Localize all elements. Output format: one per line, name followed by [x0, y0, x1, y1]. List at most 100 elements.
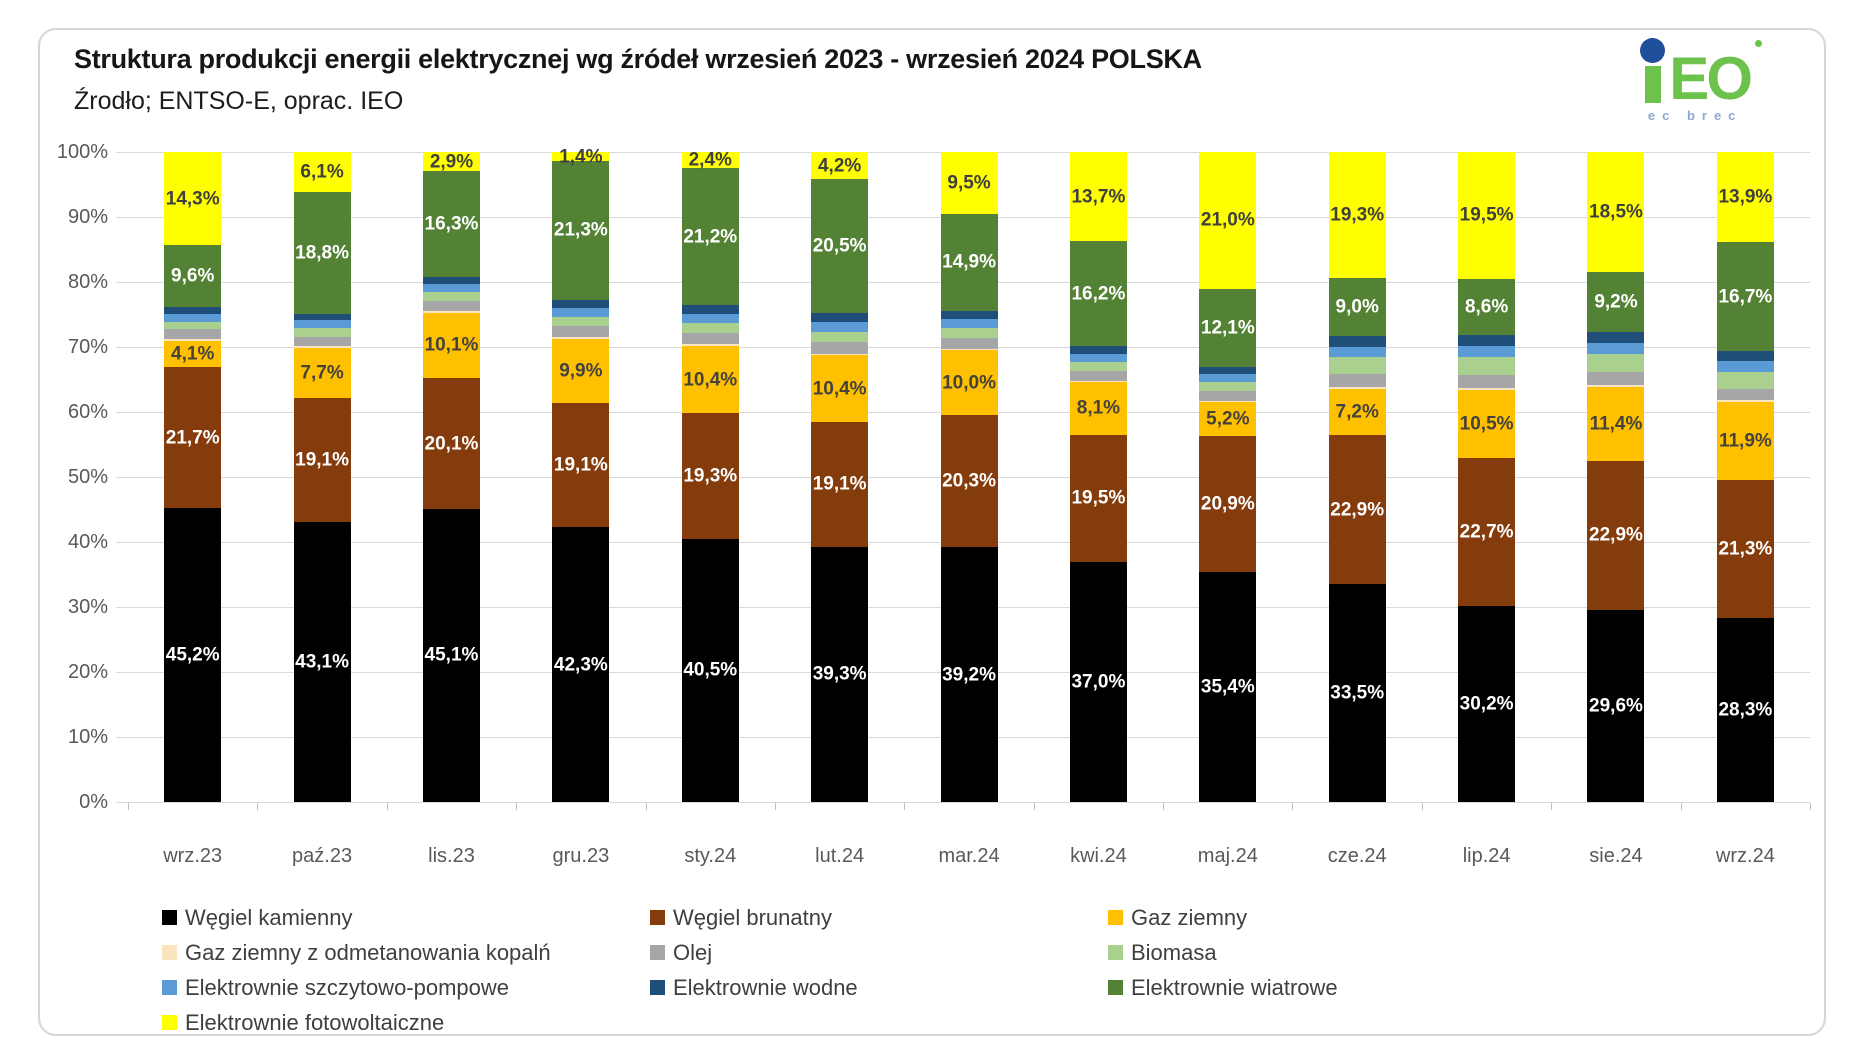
bar-segment: [811, 341, 869, 354]
segment-label: 18,5%: [1589, 201, 1643, 223]
segment-label: 20,1%: [424, 433, 479, 455]
legend-swatch: [1108, 945, 1123, 960]
bar-segment: 40,5%: [681, 538, 739, 802]
bar-segment: [1716, 350, 1774, 362]
legend-item: Elektrownie wodne: [650, 970, 1108, 1005]
bar-segment: 20,3%: [940, 415, 998, 548]
bar-segment: 30,2%: [1458, 605, 1516, 802]
x-axis-tick: [516, 803, 518, 810]
bar-segment: 22,9%: [1587, 460, 1645, 610]
bar-segment: [164, 339, 222, 341]
x-axis-tick: [774, 803, 776, 810]
segment-label: 20,3%: [942, 470, 996, 492]
legend-swatch: [162, 945, 177, 960]
legend-item: Elektrownie fotowoltaiczne: [162, 1005, 650, 1035]
bar-column: 42,3% 19,1% 9,9% 21,3% 1,4%: [516, 147, 645, 802]
bar-segment: [293, 313, 351, 321]
bar-segment: [1328, 386, 1386, 389]
bar-segment: 8,6%: [1458, 278, 1516, 335]
bar-segment: 10,5%: [1458, 389, 1516, 459]
bar-segment: 19,5%: [1069, 434, 1127, 562]
bar-segment: 20,1%: [422, 378, 480, 509]
bar-segment: [164, 307, 222, 314]
y-tick-label: 90%: [67, 206, 108, 228]
bar-segment: [811, 312, 869, 323]
bar-segment: 10,4%: [681, 345, 739, 414]
legend-swatch: [162, 1015, 177, 1030]
bar-segment: [1458, 346, 1516, 358]
legend-item: Olej: [650, 935, 1108, 970]
bar-segment: [1199, 373, 1257, 383]
bar-segment: [940, 337, 998, 349]
segment-label: 9,6%: [171, 265, 215, 287]
bar-column: 30,2% 22,7% 10,5% 8,6% 19,5%: [1422, 152, 1551, 802]
segment-label: 16,7%: [1718, 286, 1773, 308]
stacked-bar: 43,1% 19,1% 7,7% 18,8% 6,1%: [293, 152, 351, 802]
logo-text: EO: [1669, 44, 1753, 112]
bar-segment: [552, 317, 610, 327]
segment-label: 9,2%: [1594, 291, 1638, 313]
segment-label: 6,1%: [300, 161, 344, 183]
bar-segment: [681, 313, 739, 323]
segment-label: 21,7%: [165, 427, 220, 449]
stacked-bar: 45,2% 21,7% 4,1% 9,6% 14,3%: [164, 152, 222, 802]
segment-label: 16,3%: [424, 213, 479, 235]
segment-label: 13,7%: [1071, 186, 1126, 208]
bar-segment: [1587, 343, 1645, 355]
segment-label: 19,1%: [812, 473, 867, 495]
bar-segment: 12,1%: [1199, 288, 1257, 368]
segment-label: 22,9%: [1330, 499, 1385, 521]
segment-label: 21,3%: [553, 219, 608, 241]
bar-segment: 16,7%: [1716, 242, 1774, 351]
x-axis-tick: [1033, 803, 1035, 810]
logo-letter-i: [1640, 38, 1666, 103]
segment-label: 30,2%: [1459, 693, 1514, 715]
legend: Węgiel kamienny Węgiel brunatny Gaz ziemny…: [162, 900, 1762, 1035]
x-axis-tick: [645, 803, 647, 810]
y-tick-label: 0%: [79, 791, 108, 813]
bar-segment: [1069, 361, 1127, 372]
plot-area: 45,2% 21,7% 4,1% 9,6% 14,3% 43,1% 19,1% 7,7% 18,…: [116, 147, 1811, 810]
segment-label: 18,8%: [295, 242, 350, 264]
x-axis-tick: [386, 803, 388, 810]
bar-segment: 28,3%: [1716, 618, 1774, 802]
bar-column: 33,5% 22,9% 7,2% 9,0% 19,3%: [1293, 152, 1422, 802]
bar-column: 40,5% 19,3% 10,4% 21,2% 2,4%: [646, 150, 775, 802]
bar-segment: 9,5%: [940, 152, 998, 214]
x-axis-tick: [128, 803, 129, 810]
bar-segment: 4,2%: [811, 152, 869, 180]
stacked-bar: 28,3% 21,3% 11,9% 16,7% 13,9%: [1716, 152, 1774, 802]
bar-segment: [1069, 353, 1127, 362]
page-subtitle: Źrodło; ENTSO-E, oprac. IEO: [74, 87, 404, 115]
y-tick-label: 30%: [67, 596, 108, 618]
bar-segment: 20,9%: [1199, 436, 1257, 572]
segment-label: 39,2%: [942, 664, 996, 686]
bar-segment: 1,4%: [552, 147, 610, 166]
segment-label: 22,7%: [1459, 521, 1514, 543]
legend-label: Elektrownie wodne: [673, 974, 858, 1000]
bar-segment: 18,8%: [293, 191, 351, 314]
bar-segment: 18,5%: [1587, 152, 1645, 273]
bar-column: 39,2% 20,3% 10,0% 14,9% 9,5%: [904, 152, 1033, 802]
ieo-logo-mark: EO: [1640, 38, 1762, 112]
bar-segment: [164, 313, 222, 322]
bar-segment: [681, 332, 739, 345]
segment-label: 42,3%: [553, 654, 608, 676]
bar-segment: 5,2%: [1199, 402, 1257, 437]
y-tick-label: 100%: [56, 141, 108, 163]
segment-label: 45,2%: [165, 644, 220, 666]
segment-label: 13,9%: [1718, 186, 1773, 208]
segment-label: 9,0%: [1335, 296, 1379, 318]
bar-segment: [811, 353, 869, 355]
legend-item: Elektrownie szczytowo-pompowe: [162, 970, 650, 1005]
bar-segment: 9,0%: [1328, 277, 1386, 336]
bar-column: 45,1% 20,1% 10,1% 16,3% 2,9%: [387, 152, 516, 802]
legend-label: Elektrownie fotowoltaiczne: [185, 1009, 445, 1035]
bar-segment: [1587, 332, 1645, 344]
bar-segment: [293, 336, 351, 347]
bar-segment: 22,9%: [1328, 435, 1386, 585]
page-title: Struktura produkcji energii elektrycznej…: [74, 44, 1202, 74]
segment-label: 19,3%: [683, 465, 738, 487]
bar-segment: 14,9%: [940, 213, 998, 311]
logo-i-dot: [1640, 38, 1666, 63]
